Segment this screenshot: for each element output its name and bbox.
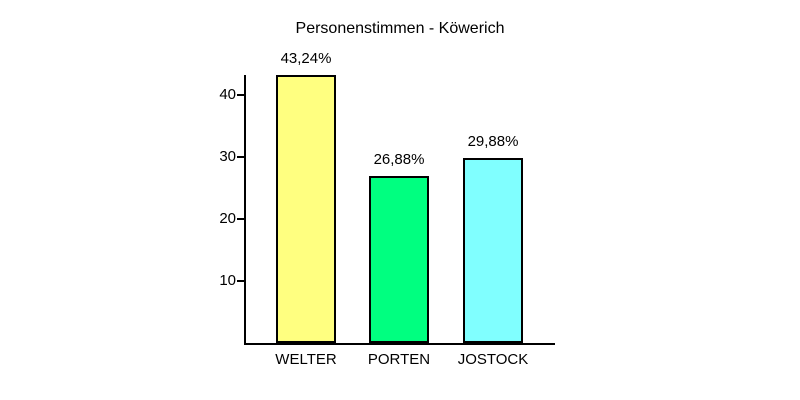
x-category-label-jostock: JOSTOCK [457, 351, 529, 368]
x-category-label-porten: PORTEN [367, 351, 431, 368]
x-category-label-welter: WELTER [275, 351, 337, 368]
bar-porten [369, 176, 429, 343]
y-tick-mark [237, 156, 244, 158]
y-tick-mark [237, 280, 244, 282]
y-tick-label: 10 [219, 272, 236, 289]
x-axis-line [244, 343, 555, 345]
y-tick-label: 30 [219, 148, 236, 165]
y-tick-mark [237, 94, 244, 96]
bar-value-label-porten: 26,88% [373, 151, 425, 168]
y-axis-line [244, 75, 246, 345]
bar-value-label-jostock: 29,88% [467, 133, 519, 150]
y-tick-label: 20 [219, 210, 236, 227]
bar-welter [276, 75, 336, 343]
bar-value-label-welter: 43,24% [280, 50, 332, 67]
y-tick-mark [237, 218, 244, 220]
y-tick-label: 40 [219, 86, 236, 103]
bar-jostock [463, 158, 523, 343]
chart-title: Personenstimmen - Köwerich [295, 20, 505, 37]
